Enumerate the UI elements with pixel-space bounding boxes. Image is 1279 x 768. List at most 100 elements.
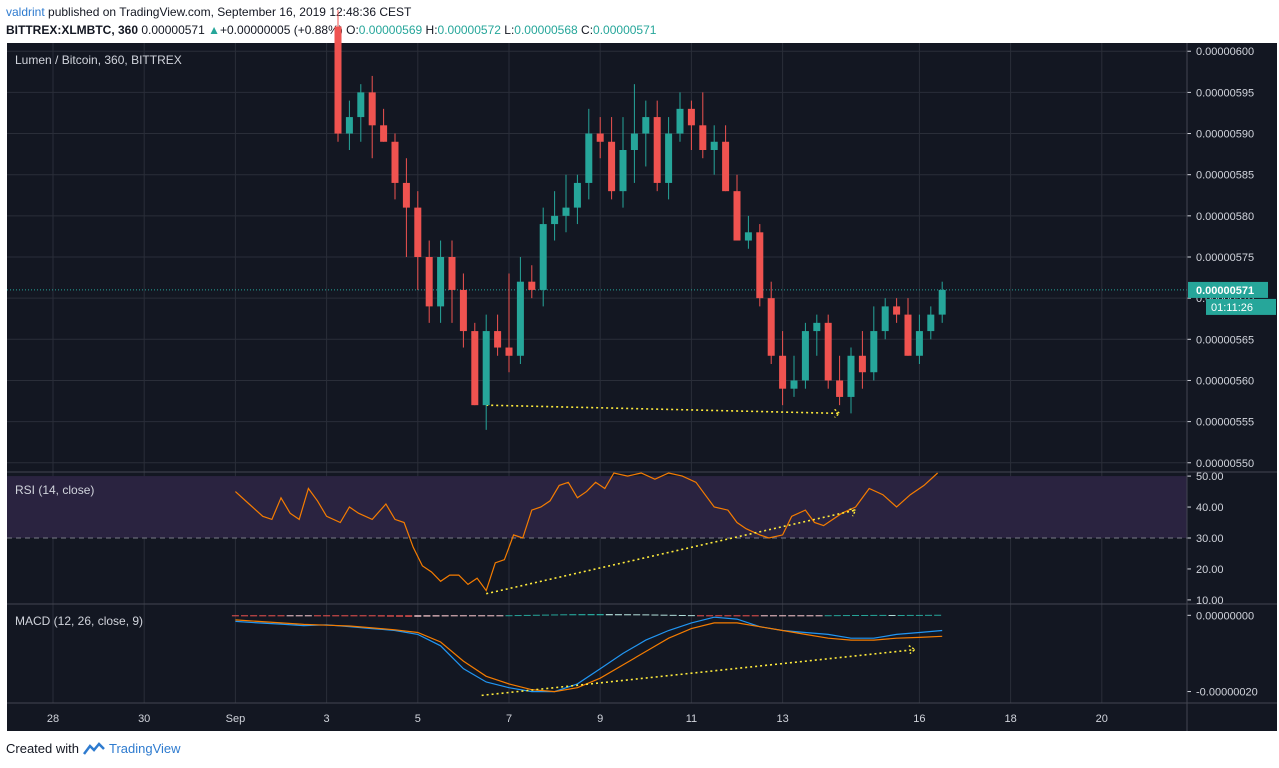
candle[interactable] xyxy=(608,117,616,200)
candle[interactable] xyxy=(562,174,570,233)
candle[interactable] xyxy=(722,125,730,192)
candle[interactable] xyxy=(790,355,798,397)
last-price: 0.00000571 xyxy=(141,23,205,37)
candle-body xyxy=(836,380,844,397)
candle[interactable] xyxy=(904,298,912,356)
author-link[interactable]: valdrint xyxy=(6,5,45,19)
time-tick-label: 13 xyxy=(776,713,788,725)
candle[interactable] xyxy=(391,133,399,200)
candle[interactable] xyxy=(471,322,479,406)
candle[interactable] xyxy=(357,84,365,142)
candle[interactable] xyxy=(836,355,844,406)
macd-histogram-bar xyxy=(505,615,513,617)
macd-histogram-bar xyxy=(405,615,413,617)
candle[interactable] xyxy=(676,92,684,142)
candle[interactable] xyxy=(927,306,935,340)
change-value: +0.00000005 (+0.88%) xyxy=(220,23,343,37)
candle[interactable] xyxy=(710,125,718,175)
candle[interactable] xyxy=(801,322,809,389)
symbol-label: BITTREX:XLMBTC, 360 xyxy=(6,23,139,37)
candle[interactable] xyxy=(642,100,650,167)
candle[interactable] xyxy=(368,75,376,159)
candle[interactable] xyxy=(699,92,707,159)
candle[interactable] xyxy=(858,331,866,389)
tradingview-brand[interactable]: TradingView xyxy=(108,741,181,756)
rsi-trendline[interactable] xyxy=(486,509,856,595)
candle[interactable] xyxy=(448,240,456,323)
candle[interactable] xyxy=(585,108,593,200)
candle-body xyxy=(665,133,673,183)
time-tick-label: Sep xyxy=(226,713,246,725)
macd-histogram-bar xyxy=(313,615,321,617)
macd-histogram-bar xyxy=(368,615,376,617)
price-tick-label: 0.00000590 xyxy=(1196,129,1254,141)
candle[interactable] xyxy=(528,265,536,299)
publish-line: valdrint published on TradingView.com, S… xyxy=(6,4,1276,20)
candle[interactable] xyxy=(425,240,433,323)
macd-histogram-bar xyxy=(925,614,933,616)
macd-histogram-bar xyxy=(469,615,477,617)
symbol-line: BITTREX:XLMBTC, 360 0.00000571 ▲+0.00000… xyxy=(6,22,1276,38)
candle[interactable] xyxy=(870,306,878,381)
candle-body xyxy=(676,108,684,134)
candle[interactable] xyxy=(551,191,559,241)
plot-background xyxy=(7,43,1187,731)
candle[interactable] xyxy=(938,281,946,323)
candle-body xyxy=(699,125,707,150)
candle-body xyxy=(562,207,570,216)
candle[interactable] xyxy=(437,240,445,323)
time-tick-label: 3 xyxy=(324,713,330,725)
candle[interactable] xyxy=(779,331,787,406)
candle[interactable] xyxy=(630,84,638,183)
candle[interactable] xyxy=(824,314,832,389)
candle[interactable] xyxy=(744,215,752,249)
macd-histogram-bar xyxy=(815,615,823,617)
candle[interactable] xyxy=(573,174,581,225)
rsi-tick-label: 20.00 xyxy=(1196,564,1224,576)
candle[interactable] xyxy=(813,314,821,356)
candle[interactable] xyxy=(402,158,410,257)
candle[interactable] xyxy=(893,298,901,323)
candle[interactable] xyxy=(767,281,775,364)
macd-pane-title: MACD (12, 26, close, 9) xyxy=(15,614,143,628)
candle[interactable] xyxy=(619,117,627,208)
candle[interactable] xyxy=(665,117,673,200)
candle[interactable] xyxy=(516,257,524,364)
close-value: 0.00000571 xyxy=(593,23,657,37)
candle[interactable] xyxy=(653,100,661,192)
macd-histogram-bar xyxy=(651,614,659,616)
candle[interactable] xyxy=(482,314,490,430)
candle[interactable] xyxy=(459,273,467,348)
candle-body xyxy=(585,133,593,183)
macd-histogram-bar xyxy=(742,615,750,617)
time-tick-label: 11 xyxy=(686,713,697,725)
candle[interactable] xyxy=(881,298,889,340)
macd-histogram-bar xyxy=(596,613,604,616)
candle-body xyxy=(642,117,650,134)
candle-body xyxy=(744,232,752,241)
candle[interactable] xyxy=(847,347,855,414)
candle-body xyxy=(767,298,775,356)
candle[interactable] xyxy=(334,10,342,142)
candle[interactable] xyxy=(345,100,353,150)
candle[interactable] xyxy=(687,100,695,150)
support-trendline[interactable] xyxy=(486,404,840,415)
candle[interactable] xyxy=(733,174,741,241)
candle-body xyxy=(425,257,433,307)
candle[interactable] xyxy=(539,207,547,307)
candle[interactable] xyxy=(505,273,513,373)
candle[interactable] xyxy=(494,314,502,356)
rsi-band xyxy=(7,476,1187,538)
candle[interactable] xyxy=(414,191,422,290)
rsi-pane: 10.00 20.00 30.00 40.00 50.00 RSI (14, close) xyxy=(7,471,1224,607)
candle-body xyxy=(539,224,547,290)
candle[interactable] xyxy=(596,117,604,159)
candle[interactable] xyxy=(915,314,923,364)
tradingview-logo-icon xyxy=(82,741,105,755)
macd-histogram-bar xyxy=(332,615,340,617)
candle[interactable] xyxy=(756,224,764,307)
high-value: 0.00000572 xyxy=(437,23,501,37)
candle[interactable] xyxy=(380,108,388,142)
chart-header: valdrint published on TradingView.com, S… xyxy=(6,4,1276,38)
